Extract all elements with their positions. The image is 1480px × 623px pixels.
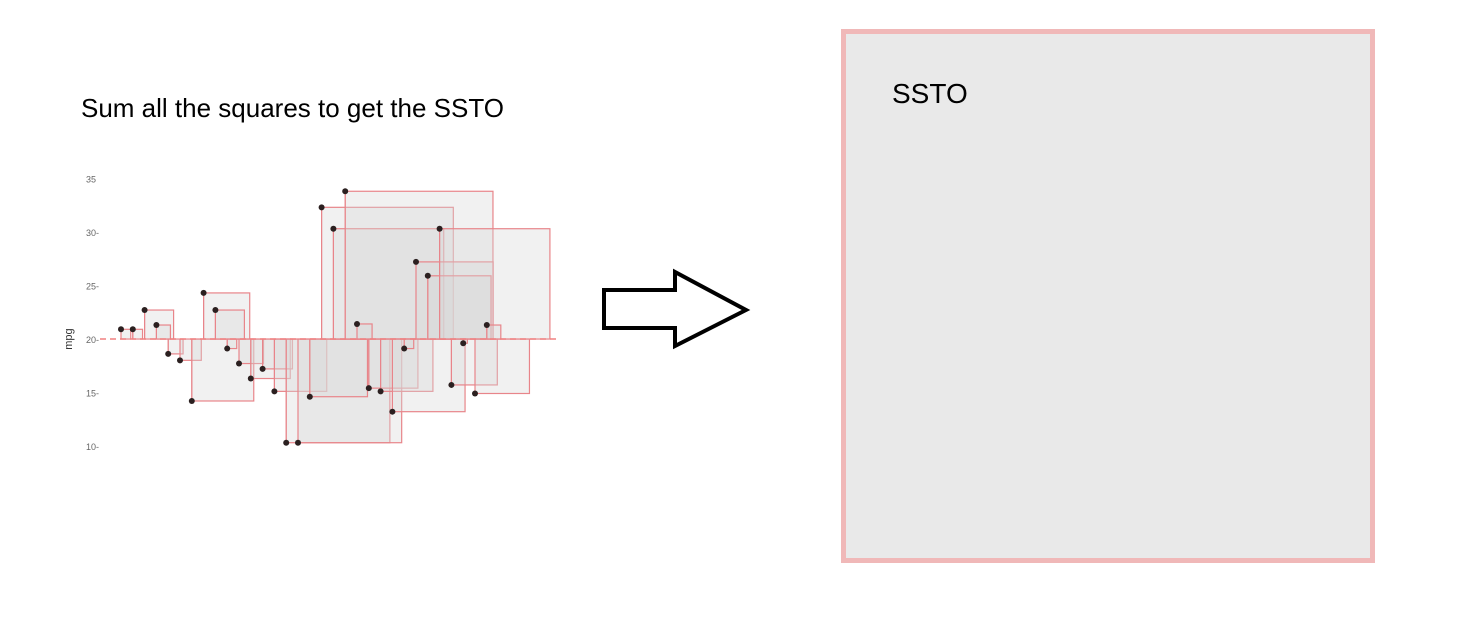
y-axis: 10- 15- 20- 25- 30- 35 [86,175,99,453]
deviation-square [203,292,251,340]
data-point [236,360,242,367]
data-point [188,397,195,404]
y-tick-label: 30- [86,228,99,238]
deviation-square [285,338,391,444]
y-tick-label: 20- [86,335,99,345]
y-tick-label: 10- [86,442,99,452]
data-point [200,289,207,296]
deviation-square [356,323,373,340]
data-point [401,345,408,352]
y-tick-label: 25- [86,282,99,292]
plot-caption: Sum all the squares to get the SSTO [81,93,504,123]
deviation-square [250,338,291,380]
y-tick-label: 35 [86,175,96,185]
data-point [212,307,219,314]
ssto-squares-plot: 10- 15- 20- 25- 30- 35 mpg [63,175,560,453]
right-arrow-icon [602,268,751,350]
deviation-square [439,228,551,340]
data-point [436,225,443,232]
data-point [295,439,301,446]
data-point [472,390,478,397]
ssto-label: SSTO [892,78,968,109]
deviation-square [474,338,531,395]
data-point [330,225,337,232]
data-point [224,345,231,352]
data-point [153,322,160,329]
deviation-segments [120,191,488,443]
ssto-total-square: SSTO [841,29,1375,563]
deviation-square [214,309,245,340]
data-point [141,307,148,314]
data-point [389,408,396,415]
data-point [365,385,372,392]
y-tick-label: 15- [86,389,99,399]
data-point [271,388,278,395]
y-axis-label: mpg [63,328,75,349]
deviation-square [332,228,445,340]
data-point [377,388,384,395]
data-point [413,258,419,265]
data-point [448,381,455,388]
data-point [247,375,254,382]
data-point [118,326,124,333]
data-point [177,357,183,364]
data-point [354,320,360,327]
data-point [424,272,431,279]
data-point [342,188,349,195]
data-points [118,188,490,446]
deviation-square [450,338,498,386]
data-point [259,365,266,372]
data-point [306,393,313,400]
data-point [483,322,490,329]
data-point [460,340,467,347]
deviation-square [368,338,419,389]
data-point [165,350,172,357]
data-point [283,439,290,446]
data-point [129,326,136,333]
data-point [318,204,325,211]
deviation-square [309,338,369,398]
